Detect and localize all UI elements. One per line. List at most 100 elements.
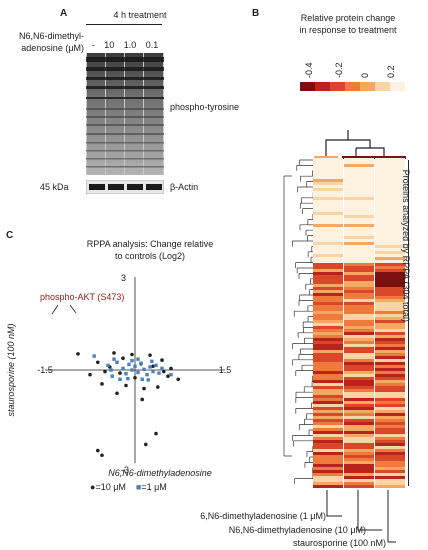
heatmap-cell	[313, 332, 343, 336]
dendrogram-branch	[304, 462, 314, 468]
color-scale-swatch	[315, 82, 330, 91]
heatmap-cell	[375, 332, 405, 336]
heatmap-cell	[375, 278, 405, 282]
dendrogram-branch	[292, 240, 314, 247]
heatmap-cell	[375, 284, 405, 288]
column-label-3: staurosporine (100 nM)	[293, 538, 386, 548]
heatmap-cell	[375, 326, 405, 330]
dendrogram-branch	[300, 348, 314, 355]
scatter-point-1uM	[130, 368, 134, 372]
heatmap-cell	[313, 194, 343, 198]
heatmap-cell	[313, 431, 343, 435]
heatmap-cell	[313, 359, 343, 363]
heatmap-cell	[313, 461, 343, 465]
heatmap-cell	[375, 323, 405, 327]
heatmap-cell	[375, 170, 405, 174]
heatmap-cell	[344, 476, 374, 480]
heatmap-cell	[375, 362, 405, 366]
color-scale-tick-label: 0.2	[386, 65, 396, 78]
heatmap-cell	[344, 452, 374, 456]
heatmap-cell	[344, 389, 374, 393]
heatmap-cell	[344, 422, 374, 426]
heatmap-cell	[344, 224, 374, 228]
dendrogram-branch	[307, 219, 314, 225]
heatmap-cell	[344, 203, 374, 207]
compound-line-2: adenosine (μM)	[21, 43, 84, 53]
scatter-point-10uM	[76, 352, 80, 356]
heatmap-cell	[375, 434, 405, 438]
column-labels: N6,N6-dimethyladenosine (1 μM) N6,N6-dim…	[200, 490, 396, 548]
legend-marker-1uM: ■	[135, 482, 142, 492]
heatmap-cell	[375, 245, 405, 249]
color-scale-swatches	[300, 82, 405, 91]
heatmap-cell	[375, 206, 405, 210]
scatter-point-10uM	[142, 386, 146, 391]
heatmap-cell	[313, 368, 343, 372]
heatmap-cell	[375, 476, 405, 480]
heatmap-cell	[313, 449, 343, 453]
heatmap-cell	[375, 311, 405, 315]
heatmap-cell	[313, 212, 343, 216]
scatter-point-10uM	[121, 356, 125, 361]
y-axis-label: staurosporine (100 nM)	[6, 323, 16, 416]
heatmap-cell	[313, 302, 343, 306]
heatmap-cell	[344, 344, 374, 348]
heatmap-cell	[313, 371, 343, 375]
heatmap-cell	[344, 335, 374, 339]
dendrogram-branch	[305, 283, 314, 290]
heatmap-cell	[344, 191, 374, 195]
heatmap-cell	[344, 239, 374, 243]
dendrogram-branch	[303, 327, 314, 333]
scatter-point-1uM	[133, 364, 137, 368]
heatmap-cell	[375, 173, 405, 177]
heatmap-cell	[344, 392, 374, 396]
heatmap-cell	[313, 389, 343, 393]
color-scale-tick-label: -0.4	[304, 62, 314, 78]
heatmap-cell	[344, 296, 374, 300]
phospho-tyrosine-label: phospho-tyrosine	[170, 102, 240, 112]
heatmap-cell	[375, 458, 405, 462]
heatmap-cell	[375, 293, 405, 297]
heatmap-cell	[375, 305, 405, 309]
beta-actin-label: β-Actin	[170, 182, 199, 192]
heatmap-cell	[313, 353, 343, 357]
heatmap-cell	[313, 233, 343, 237]
scatter-point-10uM	[166, 374, 170, 378]
color-scale-ticks: -0.4 -0.2 0 0.2	[304, 62, 396, 78]
dendrogram-branch	[307, 235, 314, 241]
scatter-title-line-2: to controls (Log2)	[114, 251, 186, 261]
heatmap-cell	[344, 257, 374, 261]
heatmap-cell	[313, 278, 343, 282]
dendrogram-branch	[295, 262, 314, 268]
scatter-point-10uM	[100, 382, 104, 386]
heatmap-cell	[313, 392, 343, 396]
dendrogram-branch	[299, 294, 314, 301]
dendrogram-branch	[293, 310, 314, 317]
heatmap-cell	[313, 443, 343, 447]
heatmap-cell	[375, 215, 405, 219]
heatmap-cell	[313, 275, 343, 279]
heatmap-cell	[344, 161, 374, 165]
scatter-point-10uM	[154, 431, 158, 436]
actin-marker-label: 45 kDa	[40, 182, 69, 192]
legend-label-10uM: =10 μM	[95, 482, 126, 492]
dendrogram-branch	[298, 354, 314, 360]
heatmap-cell	[375, 380, 405, 384]
dendrogram-branch	[298, 273, 314, 279]
heatmap-cell	[375, 413, 405, 417]
heatmap-cell	[375, 422, 405, 426]
heatmap-cell	[375, 347, 405, 351]
dendrogram-branch	[304, 337, 314, 344]
dendrogram-branch	[294, 478, 314, 484]
heatmap-cell	[344, 218, 374, 222]
heatmap-cell	[344, 413, 374, 417]
heatmap-cell	[375, 356, 405, 360]
heatmap-cell	[313, 452, 343, 456]
heatmap-cell	[344, 209, 374, 213]
heatmap-cell	[375, 389, 405, 393]
heatmap-cell	[375, 191, 405, 195]
heatmap-cell	[344, 212, 374, 216]
heatmap-cell	[344, 200, 374, 204]
heatmap-cell	[313, 203, 343, 207]
heatmap-cell	[344, 230, 374, 234]
